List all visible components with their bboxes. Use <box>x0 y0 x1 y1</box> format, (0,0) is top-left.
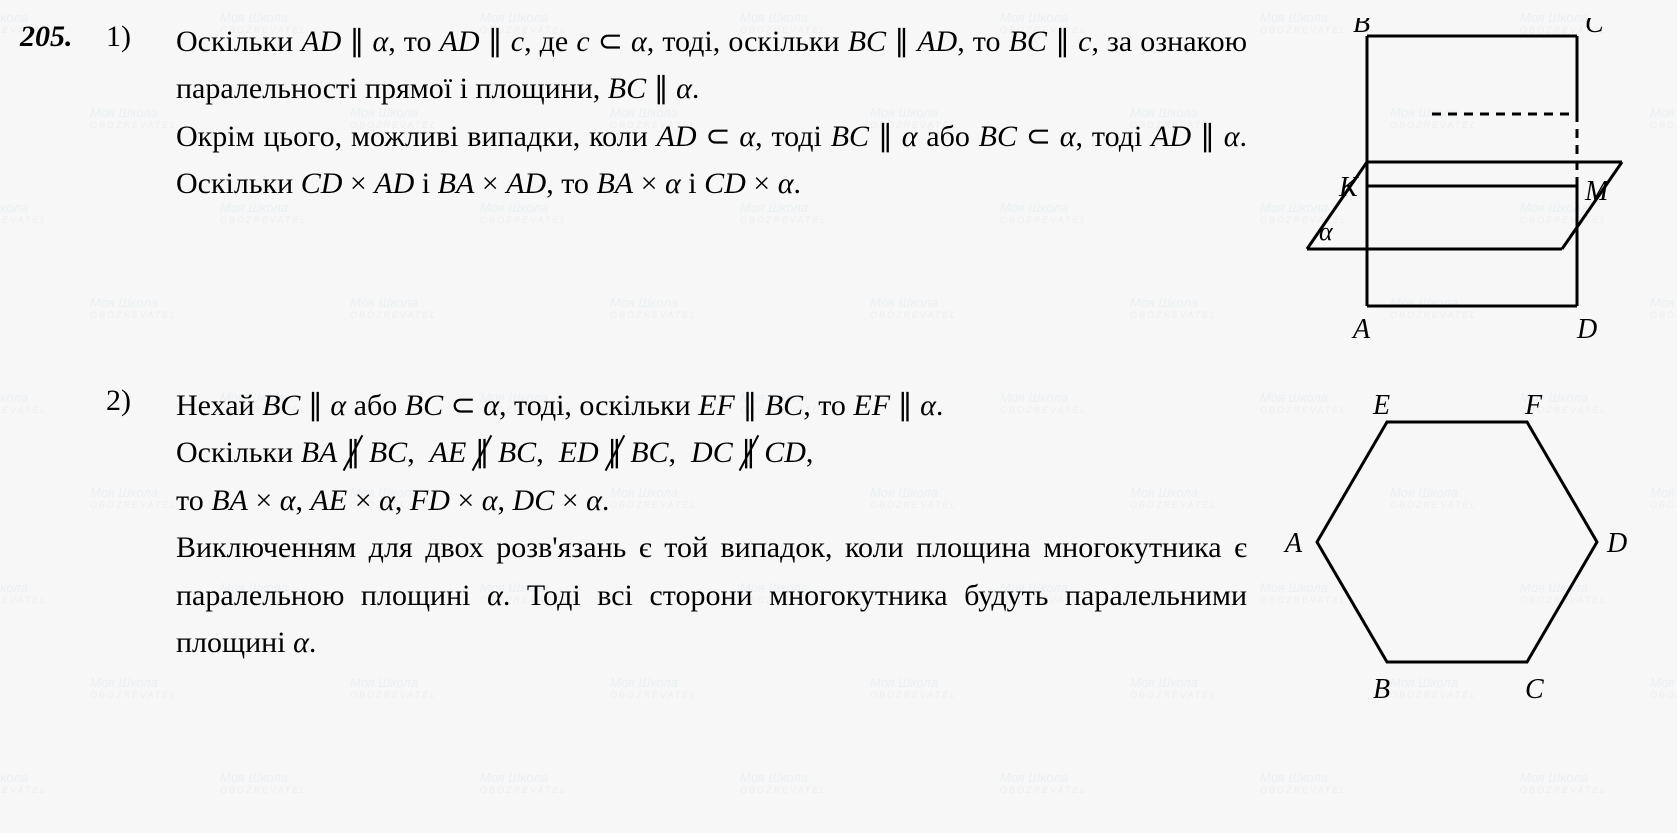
label-D2: D <box>1606 528 1627 559</box>
label-B: B <box>1353 18 1370 39</box>
figure-2: E F A D B C <box>1277 382 1637 722</box>
label-A2: A <box>1283 528 1303 559</box>
hexagon-diagram: E F A D B C <box>1277 382 1637 722</box>
square-plane-diagram: B C K M α A D <box>1277 18 1637 348</box>
content: 1) Оскільки AD ∥ α, то AD ∥ c, де c ⊂ α,… <box>106 18 1637 813</box>
label-E: E <box>1372 390 1390 421</box>
figure-1: B C K M α A D <box>1277 18 1637 348</box>
label-A: A <box>1351 314 1371 345</box>
label-F: F <box>1524 390 1543 421</box>
label-M: M <box>1584 176 1610 207</box>
label-B2: B <box>1373 674 1390 705</box>
problem-number: 205. <box>20 18 106 813</box>
label-alpha: α <box>1319 217 1334 246</box>
part-2-text: Нехай BC ∥ α або BC ⊂ α, тоді, оскільки … <box>176 382 1247 722</box>
part-2-number: 2) <box>106 382 146 722</box>
label-D: D <box>1576 314 1597 345</box>
label-C2: C <box>1525 674 1544 705</box>
part-1-text: Оскільки AD ∥ α, то AD ∥ c, де c ⊂ α, то… <box>176 18 1247 348</box>
hexagon-shape <box>1317 422 1597 662</box>
part-2: 2) Нехай BC ∥ α або BC ⊂ α, тоді, оскіль… <box>106 382 1637 722</box>
label-K: K <box>1338 172 1359 203</box>
label-C: C <box>1585 18 1604 39</box>
part-1: 1) Оскільки AD ∥ α, то AD ∥ c, де c ⊂ α,… <box>106 18 1637 348</box>
page: 205. 1) Оскільки AD ∥ α, то AD ∥ c, де c… <box>0 0 1677 833</box>
part-1-number: 1) <box>106 18 146 348</box>
